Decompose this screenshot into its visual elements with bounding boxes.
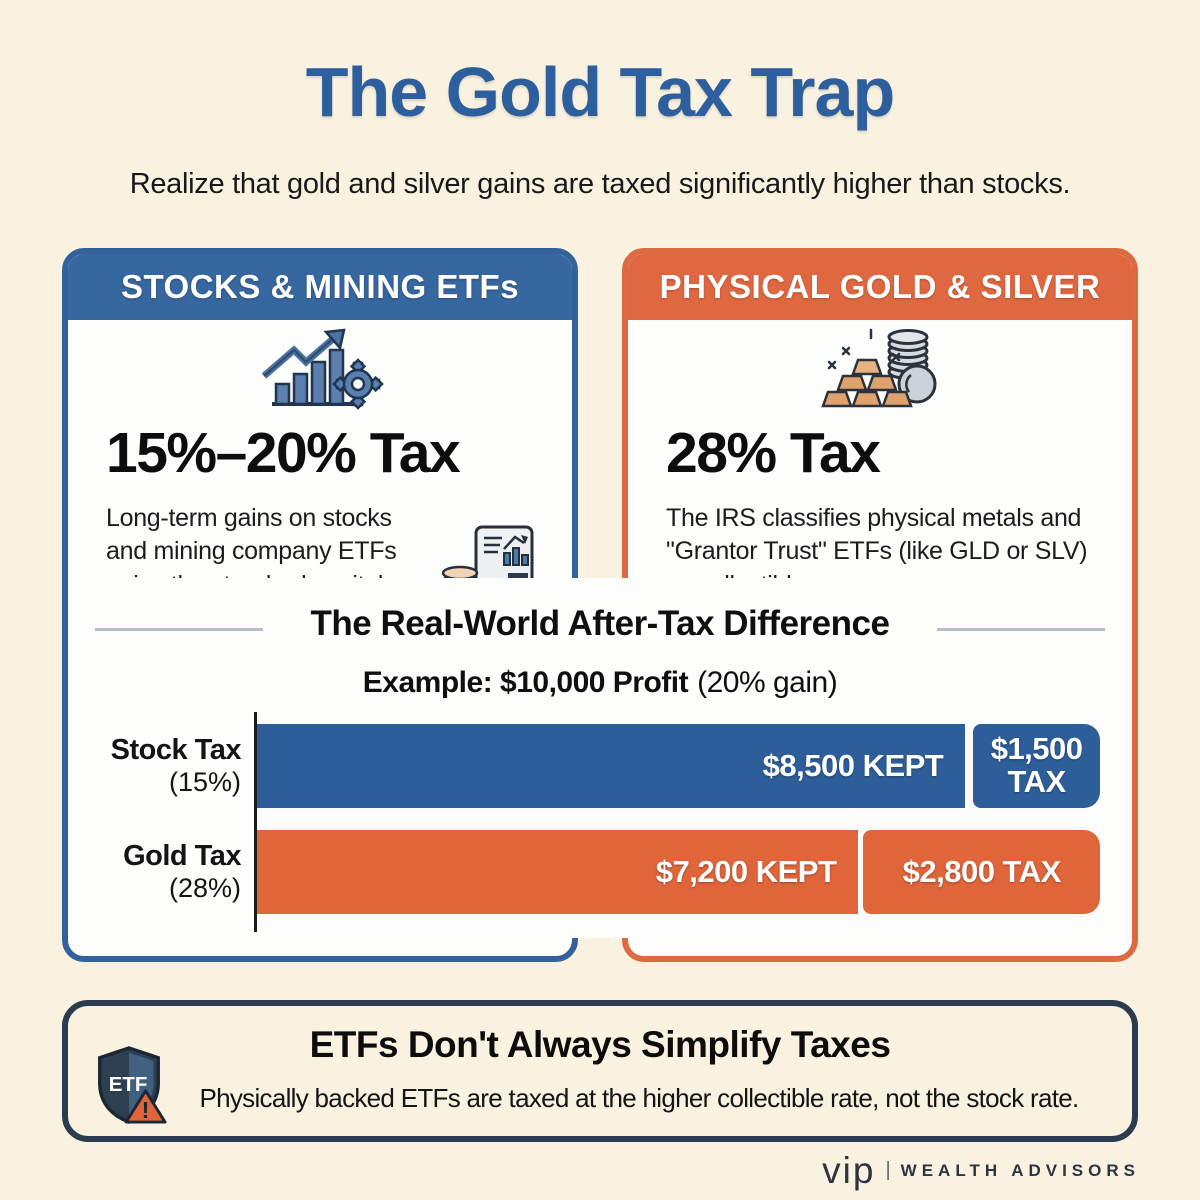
footer-brand: vip | WEALTH ADVISORS bbox=[822, 1152, 1140, 1189]
etf-shield-text: ETF bbox=[109, 1073, 148, 1096]
gold-card-header: PHYSICAL GOLD & SILVER bbox=[628, 254, 1132, 320]
divider-line-left bbox=[95, 628, 263, 631]
stock-tax-row: Stock Tax (15%) $8,500 KEPT $1,500 TAX bbox=[111, 724, 1100, 808]
brand-name: WEALTH ADVISORS bbox=[900, 1160, 1140, 1180]
warning-body-row: ETF ! Physically backed ETFs are taxed a… bbox=[68, 1046, 1132, 1126]
comparison-title: The Real-World After-Tax Difference bbox=[310, 604, 890, 643]
stock-kept-bar: $8,500 KEPT bbox=[255, 724, 966, 808]
stocks-tax-rate: 15%–20% Tax bbox=[106, 421, 461, 485]
stock-bar-track: $8,500 KEPT $1,500 TAX bbox=[255, 724, 1100, 808]
gold-description: The IRS classifies physical metals and "… bbox=[666, 504, 1088, 599]
stocks-card-header: STOCKS & MINING ETFs bbox=[68, 254, 572, 320]
brand-separator: | bbox=[885, 1159, 891, 1181]
after-tax-bar-chart: Stock Tax (15%) $8,500 KEPT $1,500 TAX G… bbox=[75, 712, 1125, 932]
gold-tax-category: Gold Tax bbox=[123, 839, 241, 872]
gold-tax-bar: $2,800 TAX bbox=[863, 830, 1100, 914]
warning-title: ETFs Don't Always Simplify Taxes bbox=[309, 1024, 891, 1065]
gold-kept-bar: $7,200 KEPT bbox=[255, 830, 859, 914]
gold-bars-silver-coins-icon bbox=[628, 326, 1132, 410]
gold-tax-rate-note: (28%) bbox=[168, 873, 241, 904]
page-title: The Gold Tax Trap bbox=[305, 53, 895, 131]
stock-tax-bar: $1,500 TAX bbox=[973, 724, 1100, 808]
etf-warning-box: ETFs Don't Always Simplify Taxes ETF ! P… bbox=[62, 1000, 1138, 1142]
gold-bar-track: $7,200 KEPT $2,800 TAX bbox=[255, 830, 1100, 914]
gold-description-row: The IRS classifies physical metals and "… bbox=[666, 502, 1098, 602]
gold-tax-rate: 28% Tax bbox=[666, 421, 881, 485]
after-tax-panel: The Real-World After-Tax Difference Exam… bbox=[75, 578, 1125, 938]
svg-text:!: ! bbox=[142, 1097, 150, 1123]
divider-line-right bbox=[937, 628, 1105, 631]
example-line: Example: $10,000 Profit (20% gain) bbox=[75, 666, 1125, 700]
etf-shield-alert-icon: ETF ! bbox=[86, 1044, 172, 1126]
warning-body-text: Physically backed ETFs are taxed at the … bbox=[199, 1082, 1079, 1113]
stock-tax-rate-note: (15%) bbox=[168, 767, 241, 798]
stock-tax-category: Stock Tax bbox=[110, 733, 242, 766]
page-subtitle: Realize that gold and silver gains are t… bbox=[129, 168, 1071, 200]
example-gain-note: (20% gain) bbox=[697, 666, 838, 699]
gold-tax-label: Gold Tax (28%) bbox=[75, 840, 241, 904]
stock-tax-label: Stock Tax (15%) bbox=[75, 733, 242, 798]
gold-tax-row: Gold Tax (28%) $7,200 KEPT $2,800 TAX bbox=[123, 830, 1100, 914]
growth-chart-gear-icon bbox=[68, 326, 572, 410]
vip-logo: vip bbox=[822, 1150, 876, 1191]
example-profit: Example: $10,000 Profit bbox=[362, 666, 689, 699]
